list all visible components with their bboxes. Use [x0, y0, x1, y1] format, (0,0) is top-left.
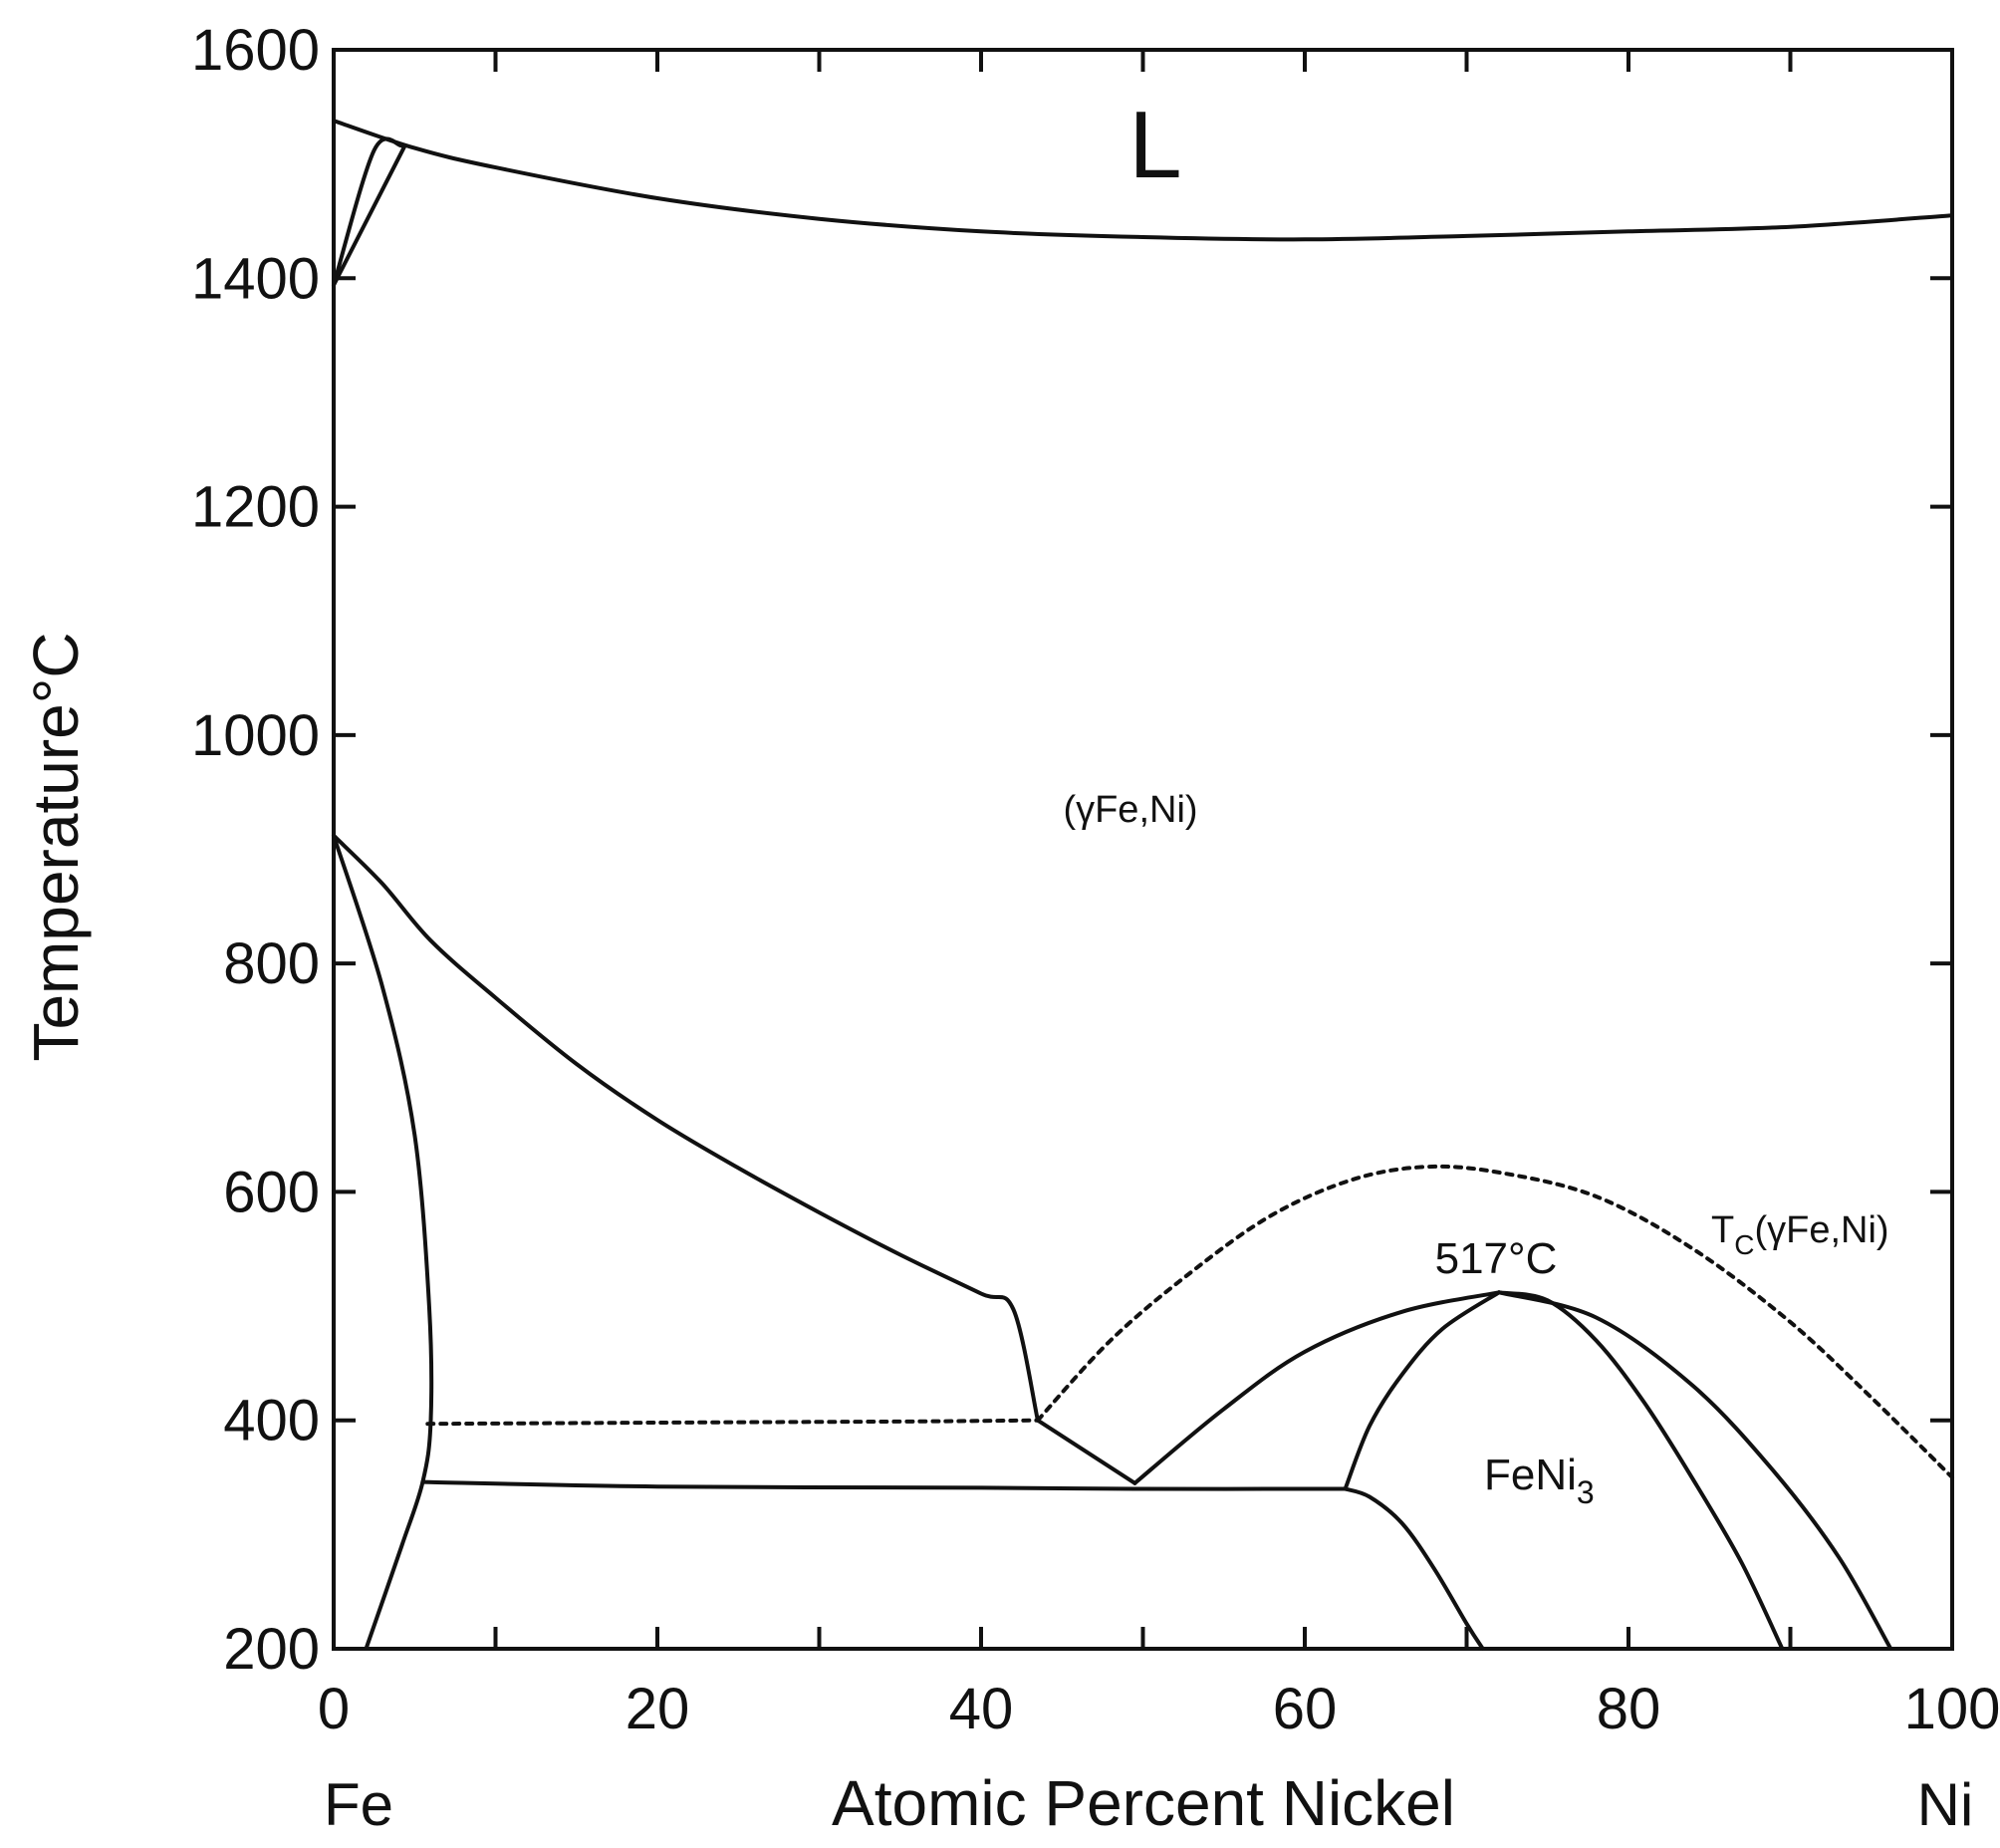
- y-tick-label: 1400: [191, 246, 320, 311]
- liquid-region-label: L: [1128, 92, 1181, 198]
- phase-boundary-8: [1343, 1290, 1501, 1491]
- phase-boundary-9: [1343, 1486, 1485, 1651]
- y-tick-label: 800: [223, 931, 320, 996]
- phase-boundary-5: [332, 833, 434, 1651]
- x-axis-title: Atomic Percent Nickel: [832, 1767, 1455, 1839]
- y-tick-label: 1600: [191, 18, 320, 83]
- phase-boundary-11: [1497, 1290, 1893, 1651]
- phase-boundary-3: [332, 833, 1040, 1423]
- phase-boundary-6: [420, 1479, 1348, 1491]
- y-tick-label: 1000: [191, 703, 320, 768]
- axis-ticks: [332, 48, 1954, 1651]
- ni-label: Ni: [1917, 1771, 1974, 1838]
- curie-temperature-label: TC(γFe,Ni): [1711, 1209, 1889, 1260]
- phase-boundary-2: [332, 143, 407, 288]
- y-tick-label: 1200: [191, 475, 320, 540]
- phase-boundary-4: [1035, 1418, 1137, 1485]
- dotted-boundary-13: [425, 1418, 1040, 1427]
- x-tick-labels: 0 20 40 60 80 100: [318, 1677, 2000, 1741]
- fe-label: Fe: [324, 1771, 393, 1838]
- y-axis-title: Temperature°C: [20, 632, 92, 1061]
- x-tick-label: 20: [625, 1677, 690, 1741]
- y-tick-label: 400: [223, 1389, 320, 1453]
- x-tick-label: 80: [1597, 1677, 1661, 1741]
- gamma-phase-label: (γFe,Ni): [1063, 789, 1197, 831]
- phase-boundary-7: [1132, 1290, 1501, 1485]
- phase-boundary-0: [332, 119, 1954, 242]
- x-tick-label: 0: [318, 1677, 350, 1741]
- feni3-region-label: FeNi3: [1484, 1451, 1595, 1510]
- phase-boundary-1: [332, 136, 404, 288]
- y-tick-label: 200: [223, 1617, 320, 1682]
- x-tick-label: 60: [1273, 1677, 1338, 1741]
- peak-temperature-label: 517°C: [1435, 1234, 1558, 1283]
- plot-frame: [332, 48, 1954, 1651]
- x-tick-label: 40: [949, 1677, 1014, 1741]
- y-tick-labels: 200 400 600 800 1000 1200 1400 1600: [191, 18, 320, 1682]
- dotted-boundary-14: [1035, 1164, 1954, 1479]
- phase-boundary-curves: [332, 119, 1954, 1651]
- y-tick-label: 600: [223, 1160, 320, 1224]
- x-tick-label: 100: [1904, 1677, 2000, 1741]
